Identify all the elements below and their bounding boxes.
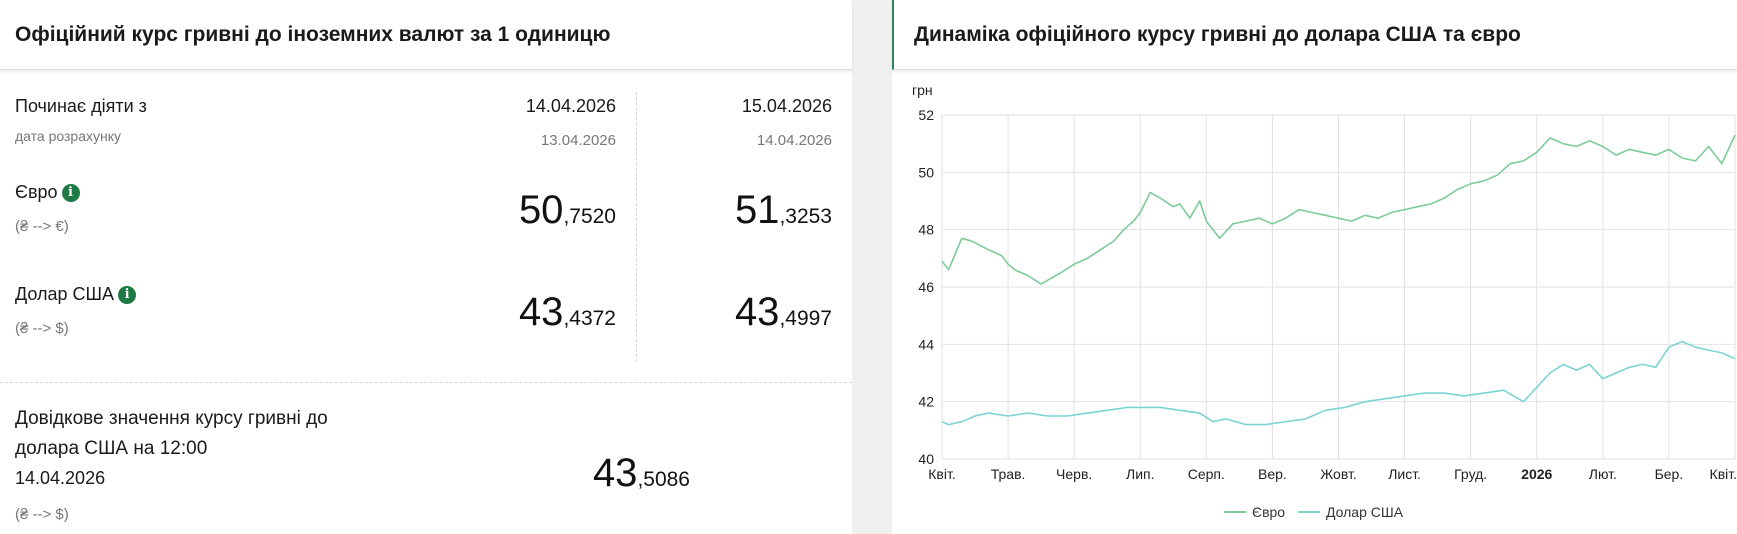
x-tick-label: Лист.	[1388, 466, 1421, 482]
series-line-eur[interactable]	[941, 134, 1736, 285]
y-tick-label: 48	[918, 222, 934, 238]
x-tick-label: Трав.	[991, 466, 1026, 482]
x-tick-label: Серп.	[1188, 466, 1225, 482]
x-tick-label: Лип.	[1126, 466, 1154, 482]
y-tick-label: 40	[918, 451, 934, 467]
usd-label-group: Долар США i	[15, 284, 137, 305]
x-tick-label: Вер.	[1258, 466, 1287, 482]
col2-usd-int: 43	[734, 290, 780, 334]
x-tick-label: Жовт.	[1320, 466, 1356, 482]
legend-label[interactable]: Долар США	[1326, 504, 1404, 520]
x-tick-label: 2026	[1521, 466, 1552, 482]
chart-title: Динаміка офіційного курсу гривні до дола…	[892, 0, 1737, 70]
col1-eur-rate: 50,7520	[519, 188, 616, 233]
col1-eur-frac: ,7520	[563, 205, 616, 228]
x-tick-label: Черв.	[1056, 466, 1092, 482]
x-tick-label: Груд.	[1454, 466, 1487, 482]
col2-eur-rate: 51,3253	[735, 188, 832, 233]
start-date-label: Починає діяти з	[15, 96, 147, 116]
col1-usd-int: 43	[518, 290, 564, 334]
col1-usd-frac: ,4372	[563, 307, 616, 330]
eur-direction: (₴ --> €)	[15, 218, 69, 235]
x-tick-label: Бер.	[1655, 466, 1684, 482]
eur-label-group: Євро i	[15, 182, 80, 203]
x-tick-label: Квіт.	[928, 466, 955, 482]
ref-rate: 43,5086	[593, 451, 690, 496]
col1-usd-rate: 43,4372	[519, 290, 616, 335]
col2-eur-frac: ,3253	[779, 205, 832, 228]
ref-rate-int: 43	[592, 451, 638, 495]
rate-chart[interactable]: 40 42 44 46 48 50 52 Квіт. Трав. Черв. Лип. Серп. Ве…	[892, 70, 1737, 534]
calc-date-label: дата розрахунку	[15, 128, 121, 144]
y-tick-label: 46	[918, 279, 934, 295]
y-tick-label: 44	[918, 336, 934, 352]
x-tick-label: Квіт.	[1710, 466, 1737, 482]
col2-calc-date: 14.04.2026	[756, 132, 832, 149]
info-icon[interactable]: i	[118, 286, 137, 304]
ref-date: 14.04.2026	[15, 468, 106, 488]
y-tick-label: 52	[918, 107, 934, 123]
y-axis-label: грн	[912, 82, 933, 98]
usd-label: Долар США	[15, 284, 115, 304]
col2-usd-frac: ,4997	[779, 307, 832, 330]
x-tick-label: Лют.	[1589, 466, 1617, 482]
eur-label: Євро	[15, 182, 58, 202]
rate-dynamics-panel: Динаміка офіційного курсу гривні до дола…	[892, 0, 1737, 534]
section-divider	[0, 382, 852, 383]
col2-usd-rate: 43,4997	[735, 290, 832, 335]
col2-start-date: 15.04.2026	[741, 96, 832, 116]
col1-start-date: 14.04.2026	[525, 96, 616, 116]
y-tick-label: 42	[918, 394, 934, 410]
y-tick-label: 50	[918, 164, 934, 180]
ref-label-line2: долара США на 12:00	[15, 438, 208, 459]
column-divider	[636, 92, 637, 362]
rates-title: Офіційний курс гривні до іноземних валют…	[0, 0, 852, 70]
col1-calc-date: 13.04.2026	[540, 132, 616, 149]
series-line-usd[interactable]	[941, 340, 1736, 426]
legend-label[interactable]: Євро	[1252, 504, 1285, 520]
ref-label-line1: Довідкове значення курсу гривні до	[15, 408, 328, 429]
ref-direction: (₴ --> $)	[15, 506, 69, 523]
col1-eur-int: 50	[518, 188, 564, 232]
ref-rate-frac: ,5086	[637, 468, 690, 491]
col2-eur-int: 51	[734, 188, 780, 232]
info-icon[interactable]: i	[61, 184, 80, 202]
usd-direction: (₴ --> $)	[15, 320, 69, 337]
official-rates-panel: Офіційний курс гривні до іноземних валют…	[0, 0, 852, 534]
